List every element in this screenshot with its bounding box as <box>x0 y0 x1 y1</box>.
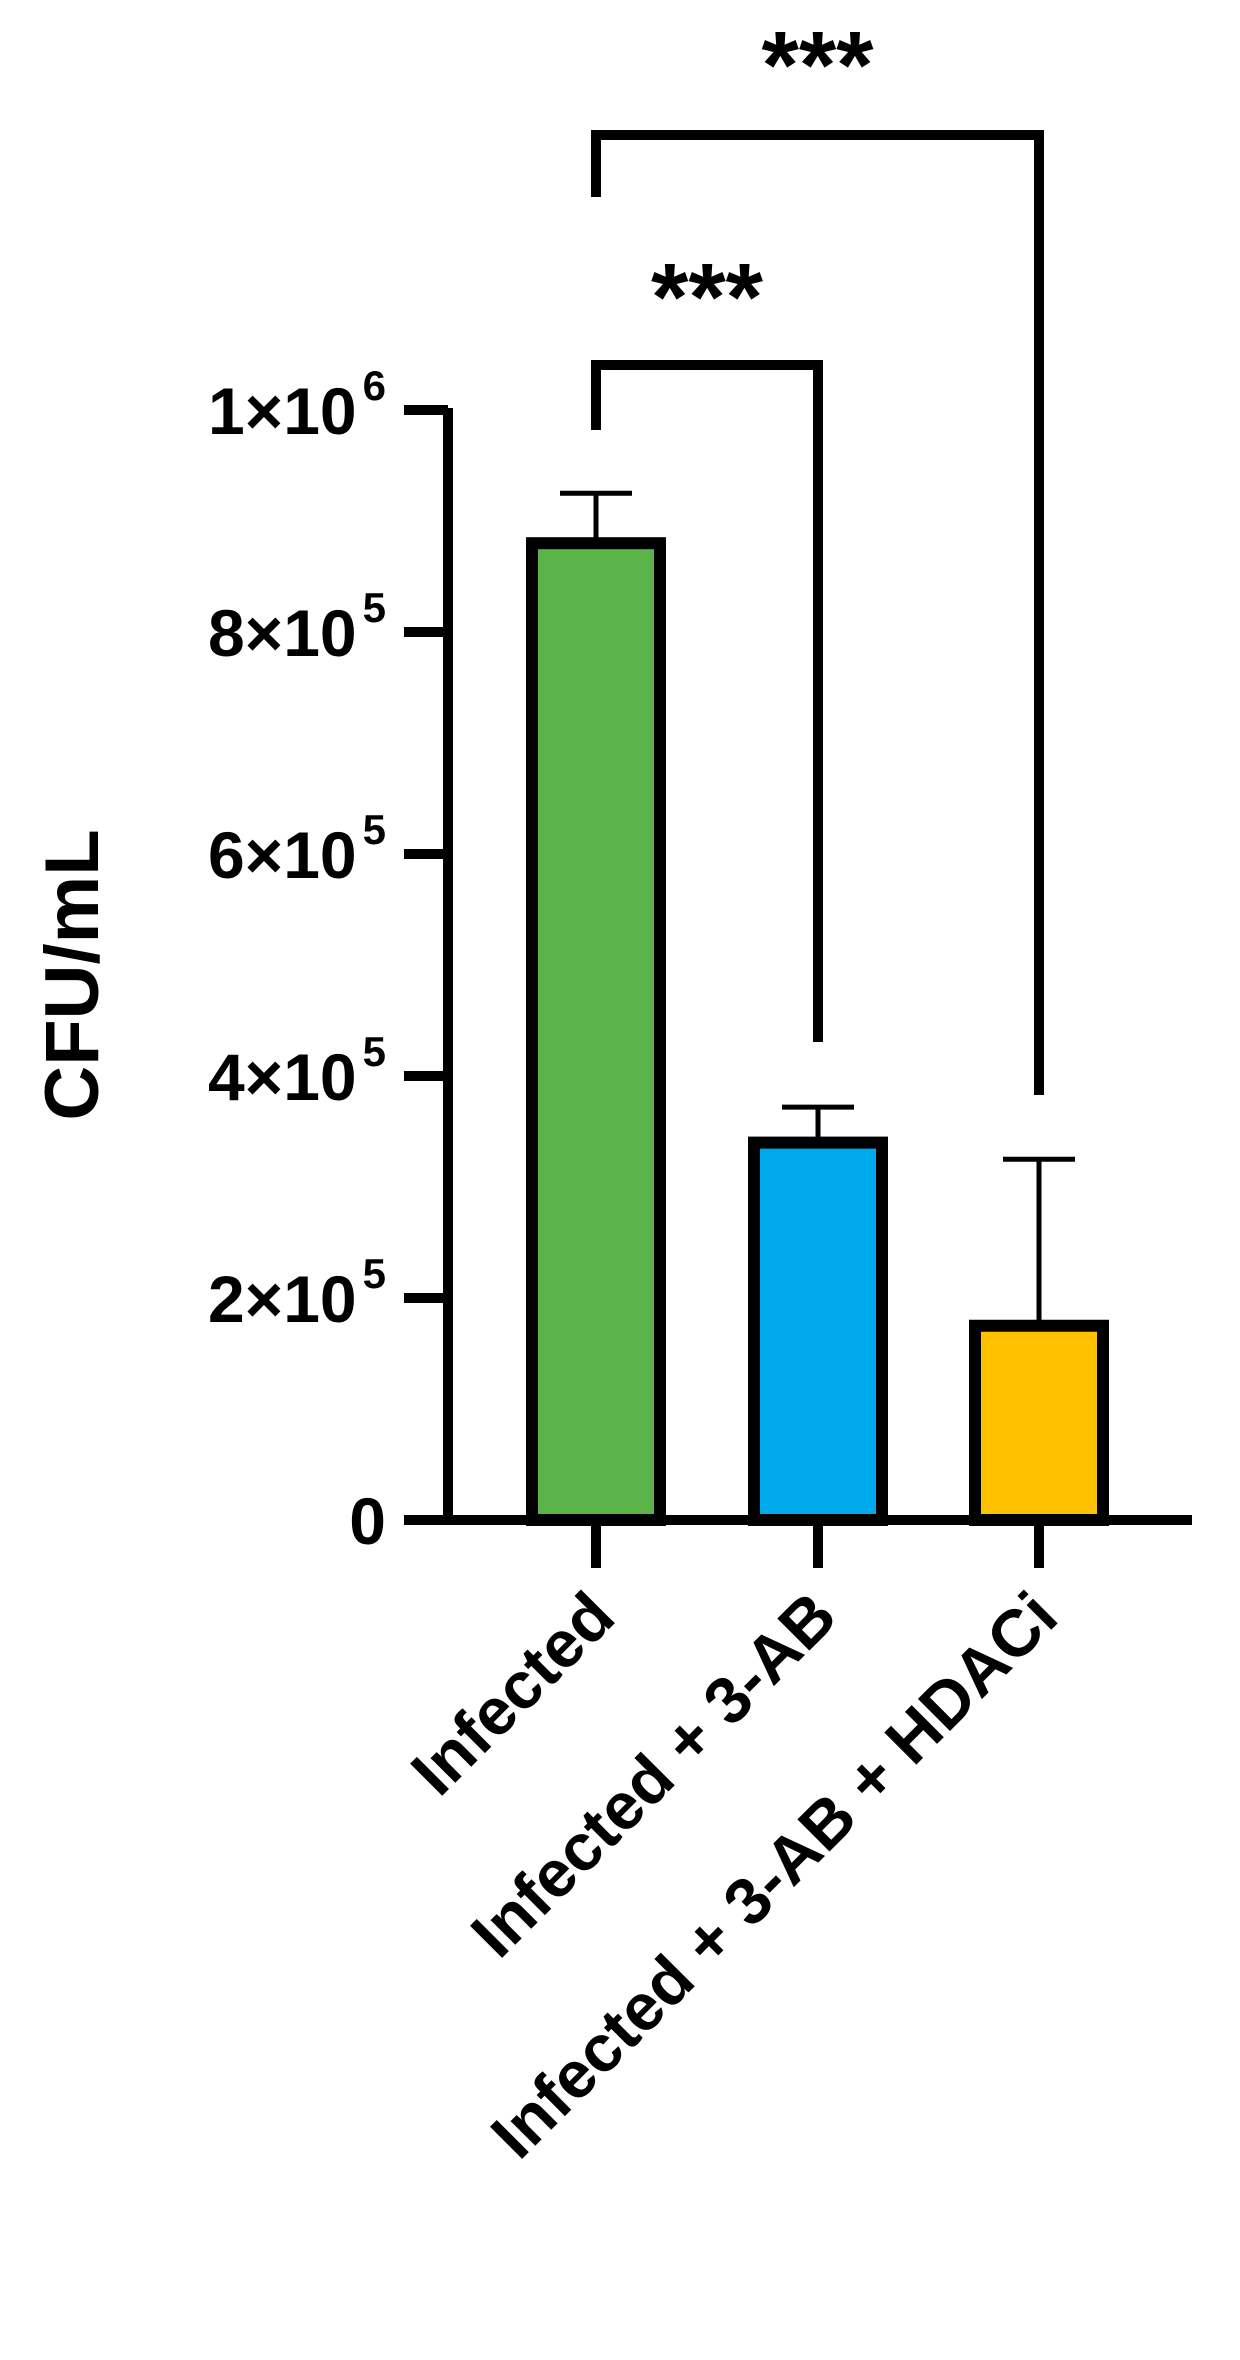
y-tick-label-2: 4×10 5 <box>208 1028 386 1114</box>
y-tick-label-4: 8×10 5 <box>208 584 386 670</box>
significance-label-0: *** <box>651 244 764 351</box>
y-tick-label-1: 2×10 5 <box>208 1250 386 1336</box>
significance-brackets: *** *** <box>591 12 1044 1095</box>
bar-1 <box>748 1136 888 1526</box>
y-tick-label-0: 0 <box>349 1484 386 1558</box>
y-tick-label-5: 1×10 6 <box>208 362 386 448</box>
significance-bracket-0 <box>591 360 823 1042</box>
bar-0 <box>526 537 666 1526</box>
x-tick-label-0: Infected <box>397 1578 628 1809</box>
y-tick-label-3: 6×10 5 <box>208 806 386 892</box>
significance-label-1: *** <box>761 12 874 119</box>
error-bars <box>560 490 1075 1326</box>
bar-2 <box>969 1319 1109 1526</box>
y-axis-label: CFU/mL <box>30 829 115 1120</box>
bars <box>526 537 1109 1526</box>
y-tick-labels: 0 2×10 5 4×10 5 6×10 5 8×10 5 1×10 6 <box>208 362 386 1558</box>
significance-bracket-1 <box>591 130 1044 1095</box>
